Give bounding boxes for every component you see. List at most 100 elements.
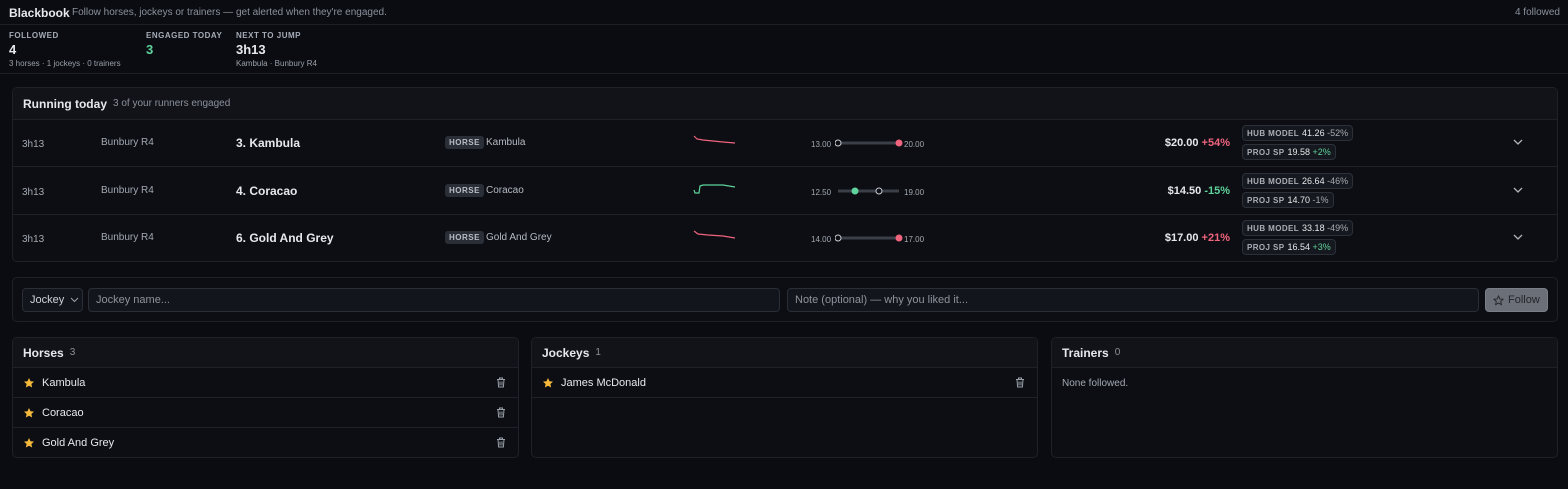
item-name: Kambula (42, 376, 86, 389)
badge-label: PROJ SP (1247, 195, 1285, 205)
badge-value: 19.58 (1287, 147, 1311, 157)
time: 3h13 (22, 234, 45, 245)
race: Bunbury R4 (101, 184, 154, 196)
list-panel: Horses 3 Kambula Coracao Gold And Grey (12, 337, 519, 458)
stat-value: 3h13 (236, 42, 266, 57)
badge-value: 41.26 (1302, 128, 1325, 138)
stat-label: FOLLOWED (9, 31, 59, 40)
range-low: 12.50 (811, 187, 832, 197)
runner-row[interactable]: 3h13 Bunbury R4 3. Kambula HORSE Kambula… (13, 120, 1557, 167)
item-name: Coracao (42, 406, 84, 419)
model-badges: HUB MODEL 33.18 -49% PROJ SP 16.54 +3% (1242, 220, 1354, 255)
list-panel: Trainers 0 None followed. (1051, 337, 1558, 458)
item-name: Gold And Grey (42, 436, 115, 449)
sparkline (693, 183, 736, 194)
note-input[interactable]: Note (optional) — why you liked it... (787, 288, 1479, 312)
proj-badge: PROJ SP 16.54 +3% (1242, 239, 1336, 255)
list-title: Jockeys (542, 345, 590, 360)
race: Bunbury R4 (101, 137, 154, 148)
badge-diff: -49% (1327, 223, 1349, 233)
tag: HORSE (445, 136, 484, 149)
panel-title: Running today (23, 96, 107, 111)
name-input[interactable]: Jockey name... (88, 288, 780, 312)
delete-icon[interactable] (496, 377, 506, 388)
list-panel: Jockeys 1 James McDonald (531, 337, 1038, 458)
runner: 6. Gold And Grey (236, 231, 334, 245)
slider-dot (835, 139, 842, 147)
proj-badge: PROJ SP 19.58 +2% (1242, 144, 1336, 160)
badge-label: HUB MODEL (1247, 176, 1300, 186)
runner-name: Coracao (486, 184, 524, 196)
panel-subtitle: 3 of your runners engaged (113, 98, 231, 109)
stat-sub: 3 horses · 1 jockeys · 0 trainers (9, 59, 121, 68)
price: $20.00 +54% (1165, 137, 1230, 149)
runner-row[interactable]: 3h13 Bunbury R4 6. Gold And Grey HORSE G… (13, 215, 1557, 261)
tag: HORSE (445, 183, 484, 197)
slider-dot (835, 234, 842, 242)
time: 3h13 (22, 139, 45, 150)
stat-sub: Kambula · Bunbury R4 (236, 59, 317, 68)
list-item: Coracao (13, 398, 518, 428)
list-item: Kambula (13, 368, 518, 398)
badge-diff: -52% (1327, 128, 1349, 138)
range-slider (835, 234, 903, 242)
placeholder: Note (optional) — why you liked it... (795, 294, 969, 306)
tag: HORSE (445, 231, 484, 244)
button-label: Follow (1508, 294, 1540, 306)
badge-value: 16.54 (1287, 242, 1311, 252)
expand-icon[interactable] (1513, 233, 1523, 241)
slider-dot (851, 187, 859, 194)
delete-icon[interactable] (496, 437, 506, 448)
list-title: Horses (23, 345, 64, 360)
price-change: -15% (1204, 184, 1230, 197)
panel-header: Horses 3 (13, 338, 518, 368)
delete-icon[interactable] (1015, 377, 1025, 388)
range-low: 14.00 (811, 235, 832, 244)
follow-form: Jockey Jockey name... Note (optional) — … (12, 277, 1558, 322)
price: $14.50 -15% (1168, 185, 1230, 197)
runner-name: Gold And Grey (486, 232, 552, 243)
expand-icon[interactable] (1513, 138, 1523, 146)
delete-icon[interactable] (496, 407, 506, 418)
list-item: Gold And Grey (13, 428, 518, 457)
follow-button[interactable]: Follow (1485, 288, 1548, 312)
price-value: $14.50 (1167, 184, 1202, 197)
hub-badge: HUB MODEL 26.64 -46% (1242, 172, 1354, 189)
type-select[interactable]: Jockey (22, 288, 83, 312)
select-value: Jockey (30, 294, 65, 306)
panel-header: Jockeys 1 (532, 338, 1037, 368)
app-title: Blackbook (9, 6, 70, 20)
model-badges: HUB MODEL 41.26 -52% PROJ SP 19.58 +2% (1242, 125, 1354, 160)
list-count: 1 (595, 347, 601, 358)
runner-row[interactable]: 3h13 Bunbury R4 4. Coracao HORSE Coracao… (13, 168, 1557, 215)
panel-header: Running today 3 of your runners engaged (13, 88, 1557, 120)
runner-name: Kambula (486, 137, 526, 148)
star-icon (24, 407, 34, 418)
panel-header: Trainers 0 (1052, 338, 1557, 368)
running-panel: Running today 3 of your runners engaged … (12, 87, 1558, 262)
model-badges: HUB MODEL 26.64 -46% PROJ SP 14.70 -1% (1242, 172, 1354, 208)
range-high: 17.00 (904, 235, 925, 244)
list-count: 0 (1114, 347, 1121, 358)
range-high: 20.00 (904, 140, 925, 149)
proj-badge: PROJ SP 14.70 -1% (1242, 191, 1334, 208)
empty-note: None followed. (1062, 378, 1129, 389)
expand-icon[interactable] (1513, 186, 1523, 194)
star-icon (1493, 294, 1504, 306)
list-title: Trainers (1062, 345, 1109, 360)
badge-diff: +2% (1312, 147, 1331, 157)
range-high: 19.00 (904, 187, 925, 197)
badge-label: HUB MODEL (1247, 129, 1300, 138)
stat: NEXT TO JUMP 3h13 Kambula · Bunbury R4 (236, 31, 317, 68)
badge-value: 14.70 (1287, 194, 1311, 205)
stat: ENGAGED TODAY 3 (146, 31, 222, 57)
stat: FOLLOWED 4 3 horses · 1 jockeys · 0 trai… (9, 31, 121, 68)
badge-value: 33.18 (1302, 223, 1325, 233)
sparkline (693, 230, 736, 239)
badge-label: PROJ SP (1247, 243, 1285, 252)
slider-dot (895, 234, 903, 242)
star-icon (24, 377, 34, 388)
price-change: +54% (1201, 137, 1230, 149)
stat-value: 4 (9, 42, 17, 57)
